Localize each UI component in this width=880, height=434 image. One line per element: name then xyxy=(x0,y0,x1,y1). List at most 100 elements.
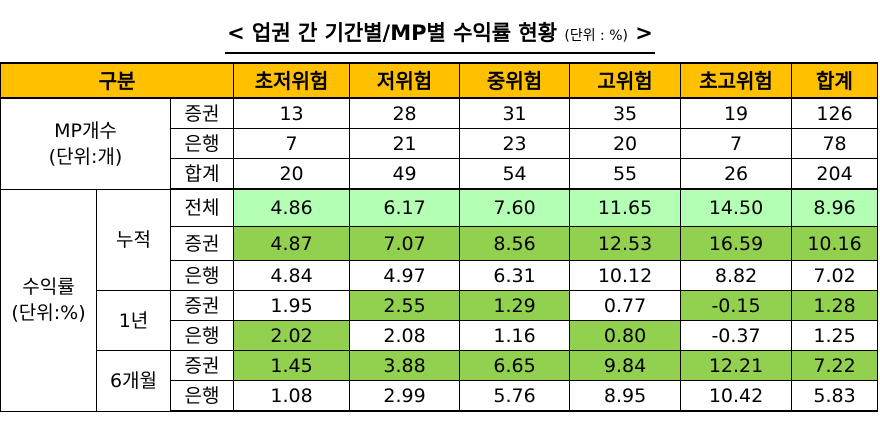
table-cell: 2.08 xyxy=(349,320,461,351)
table-cell: 20 xyxy=(233,158,351,190)
table-cell: 3.88 xyxy=(349,350,461,381)
table-cell: 8.96 xyxy=(791,188,879,227)
title-text: 업권 간 기간별/MP별 수익률 현황 xyxy=(252,21,558,45)
table-cell: 14.50 xyxy=(680,188,793,227)
table-cell: 49 xyxy=(349,158,461,190)
table-cell: 5.76 xyxy=(459,380,571,412)
table-cell: 4.84 xyxy=(233,260,351,291)
table-cell: 2.02 xyxy=(233,320,351,351)
table-cell: 12.53 xyxy=(569,226,682,261)
table-cell: 11.65 xyxy=(569,188,682,227)
table-cell: 6.31 xyxy=(459,260,571,291)
mp-count-label: MP개수 xyxy=(54,119,117,142)
table-cell: 2.55 xyxy=(349,290,461,321)
mp-count-unit: (단위:개) xyxy=(48,145,123,168)
table-cell: 126 xyxy=(791,97,879,129)
table-cell: 19 xyxy=(680,97,793,129)
header-col: 저위험 xyxy=(349,62,461,99)
mp-count-group-label: MP개수 (단위:개) xyxy=(0,97,171,190)
table-row: 은행 4.84 4.97 6.31 10.12 8.82 7.02 xyxy=(1,260,879,291)
table-cell: 13 xyxy=(233,97,351,129)
row-label: 전체 xyxy=(169,188,235,227)
table-cell: 1.25 xyxy=(791,320,879,351)
table-cell: 7.22 xyxy=(791,350,879,381)
table-cell: 23 xyxy=(459,128,571,159)
table-cell: 20 xyxy=(569,128,682,159)
table-cell: 4.97 xyxy=(349,260,461,291)
header-col: 합계 xyxy=(791,62,879,99)
table-cell: 26 xyxy=(680,158,793,190)
header-col: 초저위험 xyxy=(233,62,351,99)
table-cell: 10.16 xyxy=(791,226,879,261)
title-open-bracket: < xyxy=(227,21,245,45)
table-cell: 21 xyxy=(349,128,461,159)
title-close-bracket: > xyxy=(635,21,653,45)
table-cell: 6.17 xyxy=(349,188,461,227)
table-cell: 2.99 xyxy=(349,380,461,412)
returns-label: 수익률 xyxy=(22,276,75,298)
table-cell: 1.16 xyxy=(459,320,571,351)
table-row: 1년 증권 1.95 2.55 1.29 0.77 -0.15 1.28 xyxy=(1,290,879,351)
table-cell: 1.45 xyxy=(233,350,351,381)
table-row: 증권 4.87 7.07 8.56 12.53 16.59 10.16 xyxy=(1,226,879,261)
table-cell: 7 xyxy=(680,128,793,159)
table-cell: 8.95 xyxy=(569,380,682,412)
table-cell: 1.95 xyxy=(233,290,351,321)
table-cell: 55 xyxy=(569,158,682,190)
table-cell: 10.42 xyxy=(680,380,793,412)
table-cell: 12.21 xyxy=(680,350,793,381)
row-label: 은행 xyxy=(169,380,235,412)
header-row: 구분 초저위험 저위험 중위험 고위험 초고위험 합계 xyxy=(0,62,879,99)
title-underline-wrap: < 업권 간 기간별/MP별 수익률 현황 (단위 : %) > xyxy=(225,18,655,54)
table-cell: 31 xyxy=(459,97,571,129)
table-cell: 204 xyxy=(791,158,879,190)
header-col: 중위험 xyxy=(459,62,571,99)
row-label: 증권 xyxy=(169,226,235,261)
table-cell: 0.80 xyxy=(569,320,682,351)
table-cell: -0.37 xyxy=(680,320,793,351)
table-row: MP개수 (단위:개) 증권 13 28 31 35 19 126 xyxy=(0,97,879,190)
table-cell: 7.02 xyxy=(791,260,879,291)
table-cell: 1.29 xyxy=(459,290,571,321)
returns-unit: (단위:%) xyxy=(11,302,86,324)
header-category: 구분 xyxy=(0,62,235,99)
table-row: 은행 1.08 2.99 5.76 8.95 10.42 5.83 xyxy=(1,380,879,412)
table-row: 은행 7 21 23 20 7 78 xyxy=(1,128,879,159)
returns-table: 구분 초저위험 저위험 중위험 고위험 초고위험 합계 MP개수 (단위:개) … xyxy=(0,62,879,412)
table-row: 6개월 증권 1.45 3.88 6.65 9.84 12.21 7.22 xyxy=(1,350,879,412)
table-cell: 78 xyxy=(791,128,879,159)
table-row: 합계 20 49 54 55 26 204 xyxy=(1,158,879,190)
table-cell: 54 xyxy=(459,158,571,190)
row-label: 은행 xyxy=(169,260,235,291)
header-col: 고위험 xyxy=(569,62,682,99)
table-cell: 8.56 xyxy=(459,226,571,261)
row-label: 은행 xyxy=(169,320,235,351)
table-cell: 35 xyxy=(569,97,682,129)
row-label: 합계 xyxy=(169,158,235,190)
table-cell: 1.08 xyxy=(233,380,351,412)
table-cell: 7.07 xyxy=(349,226,461,261)
title-unit: (단위 : %) xyxy=(564,28,628,44)
table-cell: 5.83 xyxy=(791,380,879,412)
table-cell: 7 xyxy=(233,128,351,159)
table-cell: 7.60 xyxy=(459,188,571,227)
table-cell: 4.86 xyxy=(233,188,351,227)
table-cell: 9.84 xyxy=(569,350,682,381)
table-cell: 6.65 xyxy=(459,350,571,381)
header-col: 초고위험 xyxy=(680,62,793,99)
table-cell: 0.77 xyxy=(569,290,682,321)
row-label: 은행 xyxy=(169,128,235,159)
row-label: 증권 xyxy=(169,350,235,381)
table-cell: 16.59 xyxy=(680,226,793,261)
period-label-6m: 6개월 xyxy=(96,350,171,412)
table-cell: 1.28 xyxy=(791,290,879,321)
table-row: 은행 2.02 2.08 1.16 0.80 -0.37 1.25 xyxy=(1,320,879,351)
period-label-1y: 1년 xyxy=(96,290,171,351)
row-label: 증권 xyxy=(169,290,235,321)
period-label-cumulative: 누적 xyxy=(96,188,171,291)
table-cell: 28 xyxy=(349,97,461,129)
returns-group-label: 수익률 (단위:%) xyxy=(0,188,97,412)
table-cell: 8.82 xyxy=(680,260,793,291)
table-row: 수익률 (단위:%) 누적 전체 4.86 6.17 7.60 11.65 14… xyxy=(0,188,879,412)
table-title: < 업권 간 기간별/MP별 수익률 현황 (단위 : %) > xyxy=(0,18,880,54)
